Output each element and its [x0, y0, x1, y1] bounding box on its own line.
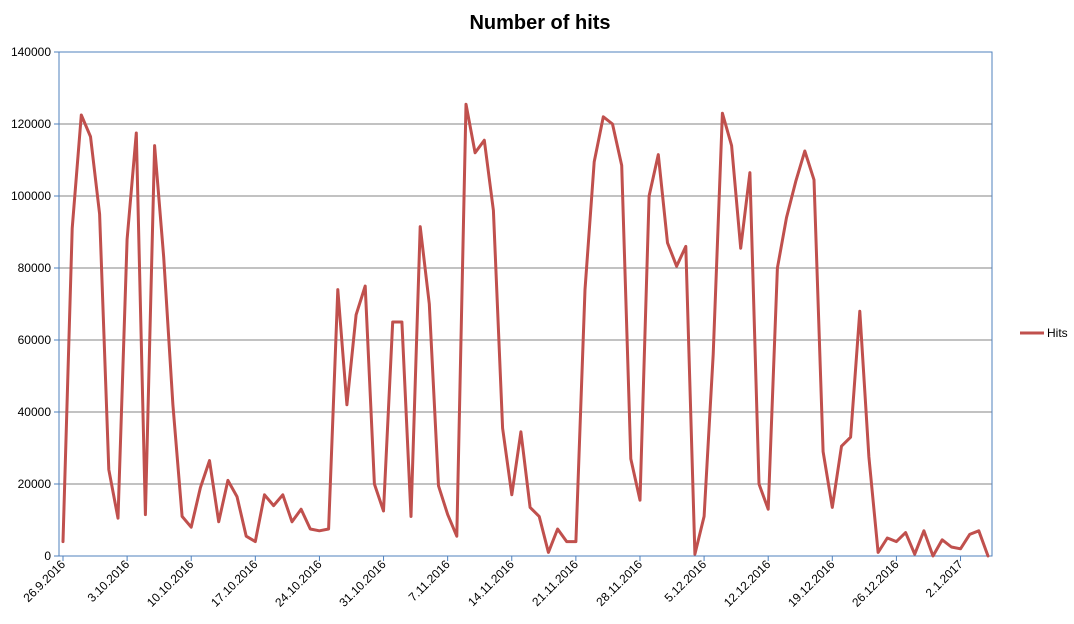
- x-tick-label: 3.10.2016: [85, 557, 133, 605]
- y-axis-ticks: 0 20000 40000 60000 80000 100000 120000 140000: [11, 45, 59, 563]
- x-tick-label: 21.11.2016: [529, 557, 581, 609]
- x-tick-label: 19.12.2016: [785, 557, 838, 610]
- series-line-hits: [61, 102, 990, 558]
- chart-title: Number of hits: [469, 12, 610, 34]
- x-axis-ticks: 26.9.2016 3.10.2016 10.10.2016 17.10.2016 24…: [20, 556, 966, 610]
- x-tick-label: 31.10.2016: [336, 557, 389, 610]
- x-tick-label: 5.12.2016: [662, 557, 710, 605]
- y-tick-label: 140000: [11, 45, 51, 59]
- x-tick-label: 17.10.2016: [208, 557, 261, 610]
- x-tick-label: 10.10.2016: [144, 557, 197, 610]
- x-tick-label: 2.1.2017: [923, 557, 966, 600]
- x-tick-label: 26.12.2016: [849, 557, 902, 610]
- y-tick-label: 100000: [11, 189, 51, 203]
- x-tick-label: 7.11.2016: [406, 557, 453, 604]
- x-tick-label: 24.10.2016: [272, 557, 325, 610]
- y-tick-label: 120000: [11, 117, 51, 131]
- x-tick-label: 28.11.2016: [593, 557, 645, 609]
- plot-area-border: [58, 51, 993, 557]
- y-tick-label: 0: [44, 549, 51, 563]
- y-tick-label: 40000: [18, 405, 52, 419]
- legend-label-hits: Hits: [1047, 326, 1068, 340]
- legend: Hits: [1020, 326, 1068, 340]
- x-tick-label: 14.11.2016: [465, 557, 517, 609]
- x-tick-label: 26.9.2016: [20, 557, 68, 605]
- x-tick-label: 12.12.2016: [721, 557, 774, 610]
- y-tick-label: 20000: [18, 477, 52, 491]
- y-tick-label: 80000: [18, 261, 52, 275]
- y-tick-label: 60000: [18, 333, 52, 347]
